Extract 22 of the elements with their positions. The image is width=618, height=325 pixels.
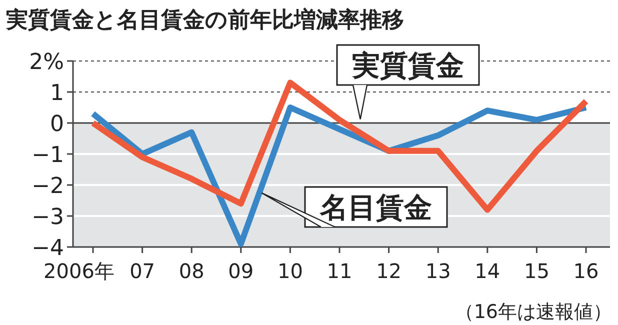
- x-tick-label: 2006年: [44, 259, 114, 283]
- x-tick-label: 09: [228, 259, 254, 283]
- y-tick-label: −4: [32, 236, 64, 261]
- y-tick-label: 0: [50, 112, 64, 137]
- x-tick-label: 08: [178, 259, 204, 283]
- series-label: 実質賃金: [351, 49, 464, 82]
- x-tick-label: 13: [425, 259, 451, 283]
- y-tick-label: −1: [32, 143, 64, 168]
- chart-title: 実質賃金と名目賃金の前年比増減率推移: [5, 7, 404, 33]
- y-tick-label: 2%: [29, 50, 64, 75]
- x-tick-label: 16: [573, 259, 599, 283]
- series-label: 名目賃金: [319, 191, 432, 224]
- y-tick-label: 1: [50, 81, 64, 106]
- x-tick-label: 12: [376, 259, 402, 283]
- x-tick-label: 11: [326, 259, 352, 283]
- x-tick-label: 14: [474, 259, 500, 283]
- x-tick-label: 07: [130, 259, 156, 283]
- y-tick-label: −3: [32, 205, 64, 230]
- x-tick-label: 15: [524, 259, 550, 283]
- x-tick-label: 10: [277, 259, 303, 283]
- text: （16年は速報値）: [454, 301, 612, 323]
- y-tick-label: −2: [32, 174, 64, 199]
